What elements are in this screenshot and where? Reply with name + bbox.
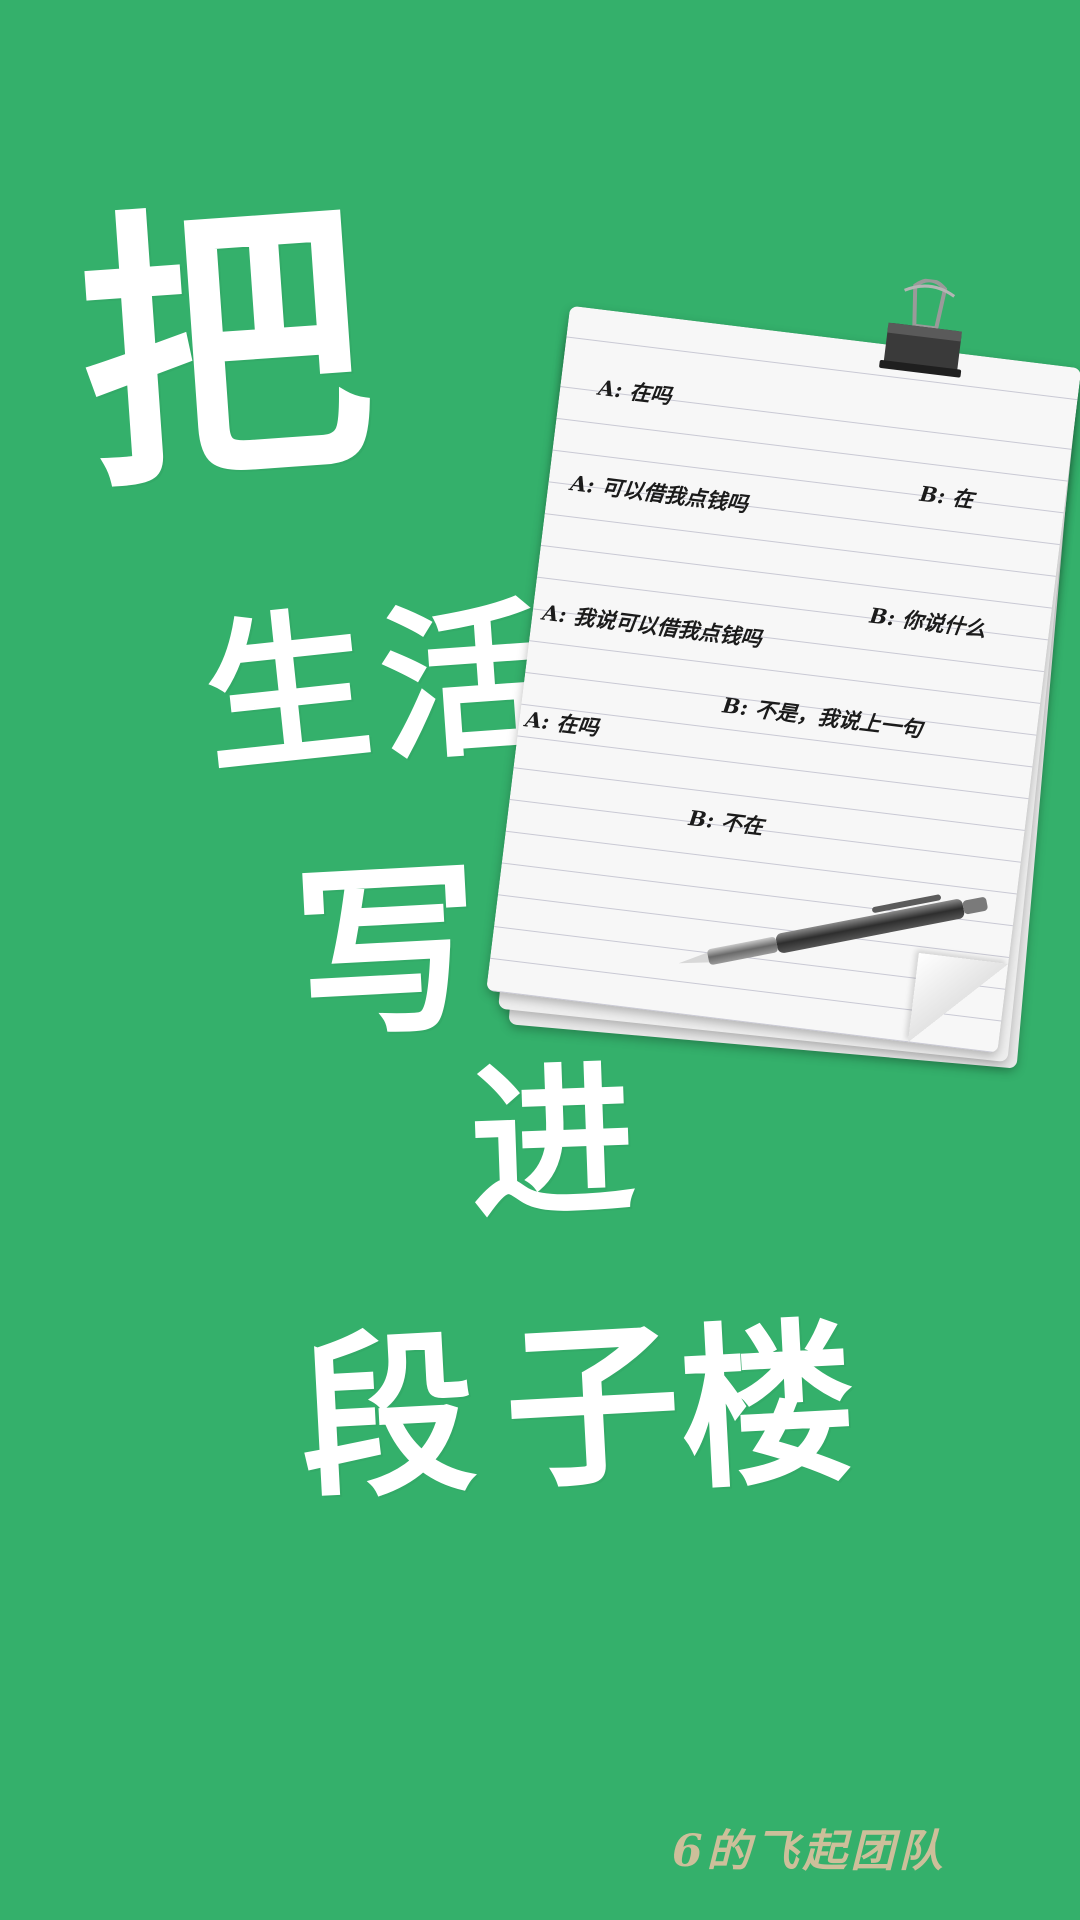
- dialog-line: B: 在: [918, 480, 975, 513]
- slogan-char-lou: 楼: [674, 1300, 861, 1515]
- binder-clip-icon: [879, 278, 962, 378]
- team-credit: 6的飞起团队: [672, 1826, 947, 1877]
- pen-icon: [678, 894, 988, 965]
- slogan-char-sheng: 生: [195, 586, 380, 798]
- dialog-line: A: 可以借我点钱吗: [569, 470, 750, 517]
- dialog-line: A: 在吗: [524, 706, 600, 741]
- slogan-char-jin: 进: [466, 1042, 639, 1242]
- notepad-illustration: A: 在吗 B: 在 A: 可以借我点钱吗 B: 你说什么 A: 我说可以借我点…: [484, 278, 1080, 1075]
- dialog-line: B: 不在: [687, 805, 765, 839]
- dialog-line: A: 我说可以借我点钱吗: [541, 599, 763, 652]
- slogan-char-duan: 段: [294, 1310, 481, 1525]
- dialog-line: B: 你说什么: [868, 602, 988, 642]
- page-curl: [907, 952, 1009, 1054]
- slogan-char-zi: 子: [499, 1300, 686, 1515]
- dialog-line: B: 不是，我说上一句: [721, 692, 924, 742]
- slogan-char-xie: 写: [289, 838, 486, 1066]
- slogan-char-ba: 把: [68, 170, 382, 530]
- dialog-line: A: 在吗: [596, 374, 673, 409]
